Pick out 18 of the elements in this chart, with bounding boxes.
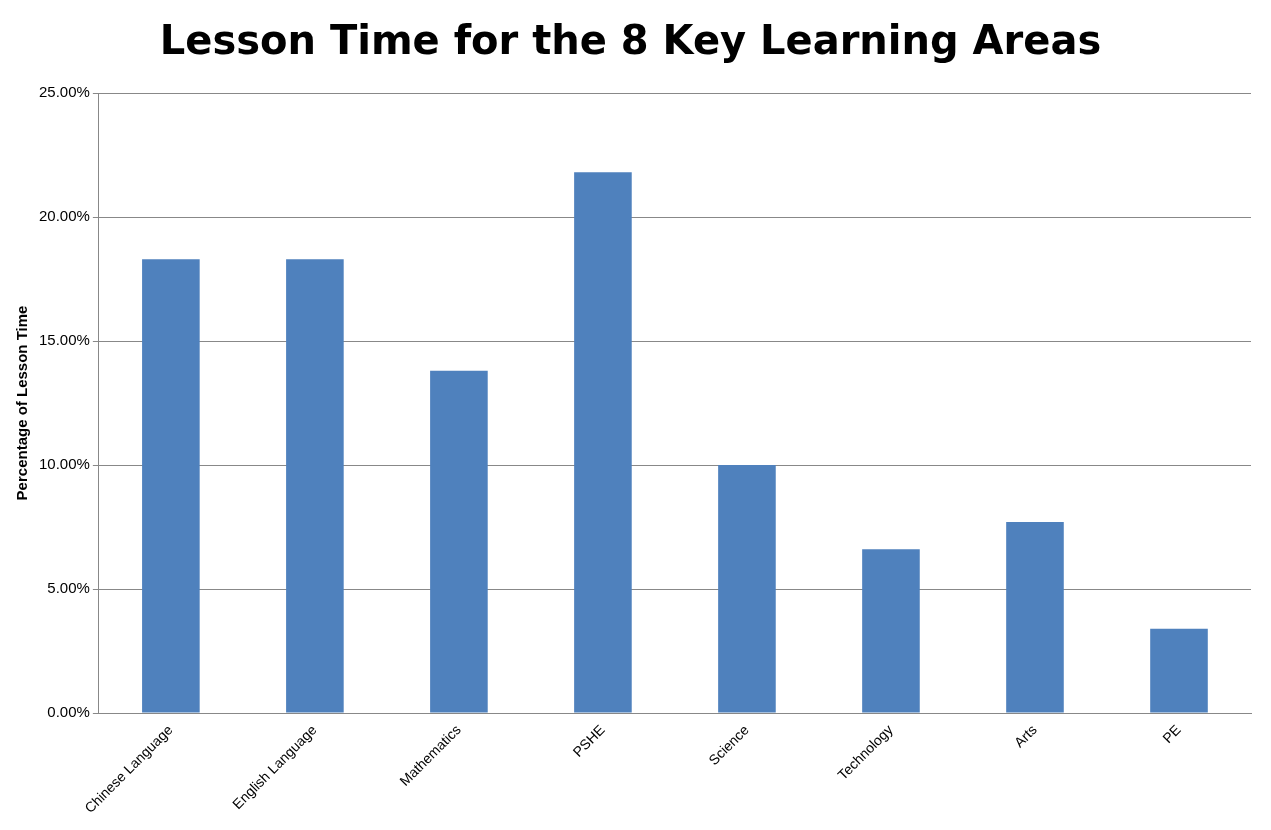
chart-title: Lesson Time for the 8 Key Learning Areas bbox=[159, 17, 1102, 64]
y-tick-label: 10.00% bbox=[39, 455, 90, 473]
x-tick-label: Arts bbox=[1010, 721, 1040, 751]
y-tick-label: 20.00% bbox=[39, 207, 90, 225]
y-tick-label: 0.00% bbox=[47, 703, 90, 721]
x-tick-label: PE bbox=[1159, 721, 1184, 747]
bar bbox=[142, 259, 200, 713]
bar bbox=[718, 465, 776, 713]
bar bbox=[1150, 628, 1208, 713]
bar bbox=[286, 259, 344, 713]
bar bbox=[574, 172, 632, 713]
bar bbox=[430, 370, 488, 713]
y-axis-title: Percentage of Lesson Time bbox=[13, 305, 31, 501]
bar bbox=[1006, 522, 1064, 713]
y-tick-label: 5.00% bbox=[47, 579, 90, 597]
y-tick-label: 15.00% bbox=[39, 331, 90, 349]
bar bbox=[862, 549, 920, 713]
y-tick-label: 25.00% bbox=[39, 83, 90, 101]
